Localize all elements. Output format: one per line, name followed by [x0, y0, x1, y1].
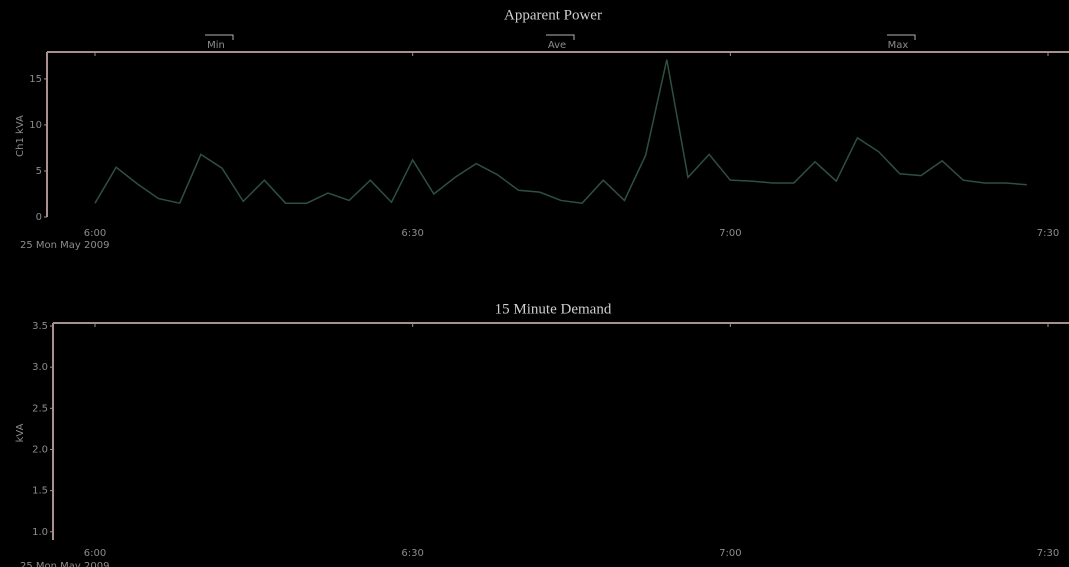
legend-label: Max [888, 40, 909, 51]
series-line [94, 59, 1027, 205]
y-tick-label: 5 [36, 166, 42, 177]
legend-marker [205, 34, 234, 40]
x-tick-label: 7:30 [1037, 228, 1059, 239]
legend-marker [887, 34, 916, 40]
chart-title: Apparent Power [504, 7, 602, 23]
x-tick-label: 7:00 [719, 548, 741, 559]
x-tick-label: 6:00 [84, 548, 106, 559]
y-axis-label: kVA [15, 423, 26, 442]
x-tick-label: 6:30 [401, 228, 423, 239]
date-label: 25 Mon May 2009 [20, 240, 109, 251]
x-tick-label: 6:30 [401, 548, 423, 559]
y-tick-label: 3.5 [32, 321, 48, 332]
y-tick-label: 2.0 [32, 444, 48, 455]
x-tick-label: 6:00 [84, 228, 106, 239]
y-tick-label: 0 [36, 212, 42, 223]
y-tick-label: 1.5 [32, 486, 48, 497]
y-axis-label: Ch1 kVA [15, 115, 26, 157]
date-label: 25 Mon May 2009 [20, 561, 109, 567]
legend-label: Min [207, 40, 225, 51]
legend-label: Ave [548, 40, 566, 51]
legend-marker [546, 34, 575, 40]
chart-title: 15 Minute Demand [495, 301, 612, 317]
y-tick-label: 2.5 [32, 403, 48, 414]
y-tick-label: 10 [29, 120, 42, 131]
y-tick-label: 1.0 [32, 527, 48, 538]
x-tick-label: 7:30 [1037, 548, 1059, 559]
y-tick-label: 15 [29, 74, 42, 85]
x-tick-label: 7:00 [719, 228, 741, 239]
y-tick-label: 3.0 [32, 362, 48, 373]
